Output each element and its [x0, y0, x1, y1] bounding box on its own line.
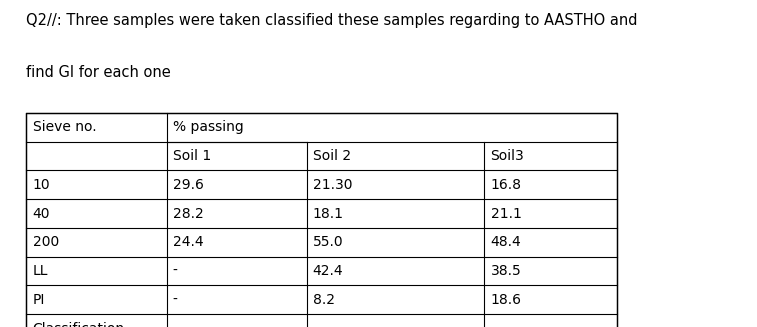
Text: 21.30: 21.30 — [313, 178, 352, 192]
Text: PI: PI — [33, 293, 45, 307]
Text: 40: 40 — [33, 207, 50, 220]
Text: 28.2: 28.2 — [173, 207, 204, 220]
Text: Soil 1: Soil 1 — [173, 149, 211, 163]
Text: LL: LL — [33, 264, 48, 278]
Text: Soil3: Soil3 — [491, 149, 525, 163]
Text: 38.5: 38.5 — [491, 264, 522, 278]
Text: 8.2: 8.2 — [313, 293, 335, 307]
Text: 24.4: 24.4 — [173, 235, 203, 249]
Text: 18.1: 18.1 — [313, 207, 344, 220]
Text: 55.0: 55.0 — [313, 235, 343, 249]
Text: % passing: % passing — [173, 120, 243, 134]
Text: 200: 200 — [33, 235, 59, 249]
Text: find GI for each one: find GI for each one — [26, 65, 171, 80]
Text: 16.8: 16.8 — [491, 178, 522, 192]
Text: 29.6: 29.6 — [173, 178, 204, 192]
Text: -: - — [173, 293, 177, 307]
Text: Q2//: Three samples were taken classified these samples regarding to AASTHO and: Q2//: Three samples were taken classifie… — [26, 13, 638, 28]
Text: 48.4: 48.4 — [491, 235, 522, 249]
Text: 21.1: 21.1 — [491, 207, 522, 220]
Text: Soil 2: Soil 2 — [313, 149, 350, 163]
Text: 18.6: 18.6 — [491, 293, 522, 307]
Text: -: - — [173, 264, 177, 278]
Text: 42.4: 42.4 — [313, 264, 343, 278]
Text: 10: 10 — [33, 178, 50, 192]
Text: Classification: Classification — [33, 322, 125, 327]
Text: Sieve no.: Sieve no. — [33, 120, 96, 134]
Bar — [26, 113, 617, 327]
